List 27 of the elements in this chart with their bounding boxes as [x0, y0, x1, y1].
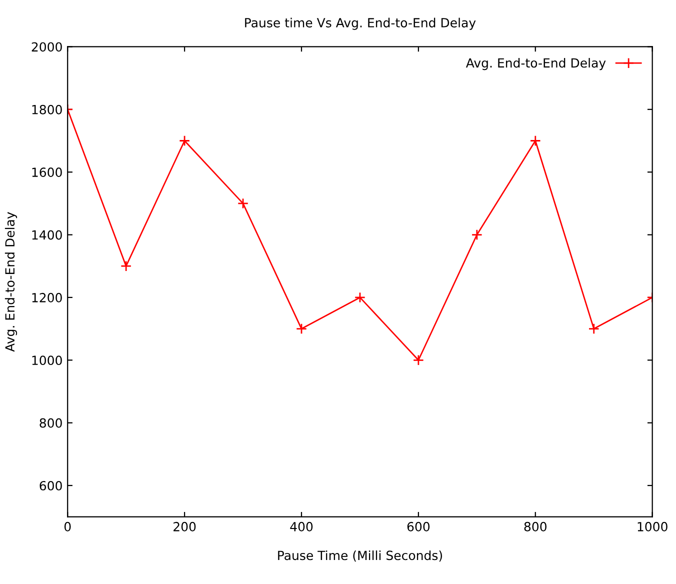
x-axis-title: Pause Time (Milli Seconds): [278, 550, 442, 562]
point: [354, 292, 366, 304]
x-tick-label: 1000: [638, 522, 668, 532]
legend-label: Avg. End-to-End Delay: [466, 58, 606, 70]
x-tick-label: 0: [64, 522, 71, 532]
point: [530, 135, 541, 146]
point: [237, 198, 249, 209]
point: [178, 135, 190, 146]
y-tick-label: 1800: [32, 104, 62, 114]
point: [412, 354, 424, 366]
x-tick-label: 200: [174, 522, 196, 532]
y-tick-label: 1000: [32, 356, 62, 366]
x-tick-label: 800: [524, 522, 546, 532]
y-tick-label: 600: [40, 480, 62, 490]
y-tick-label: 1400: [32, 230, 62, 240]
point: [296, 323, 308, 334]
y-tick-label: 800: [40, 418, 62, 428]
chart-title: Pause time Vs Avg. End-to-End Delay: [245, 18, 476, 30]
y-tick-label: 2000: [32, 42, 62, 52]
x-tick-label: 400: [290, 522, 313, 532]
point: [588, 323, 600, 334]
y-tick-label: 1200: [32, 292, 62, 302]
y-tick-label: 1600: [32, 168, 62, 178]
point: [471, 229, 482, 240]
x-tick-label: 600: [407, 522, 430, 532]
point: [120, 260, 132, 272]
y-axis-title: Avg. End-to-End Delay: [4, 212, 18, 352]
